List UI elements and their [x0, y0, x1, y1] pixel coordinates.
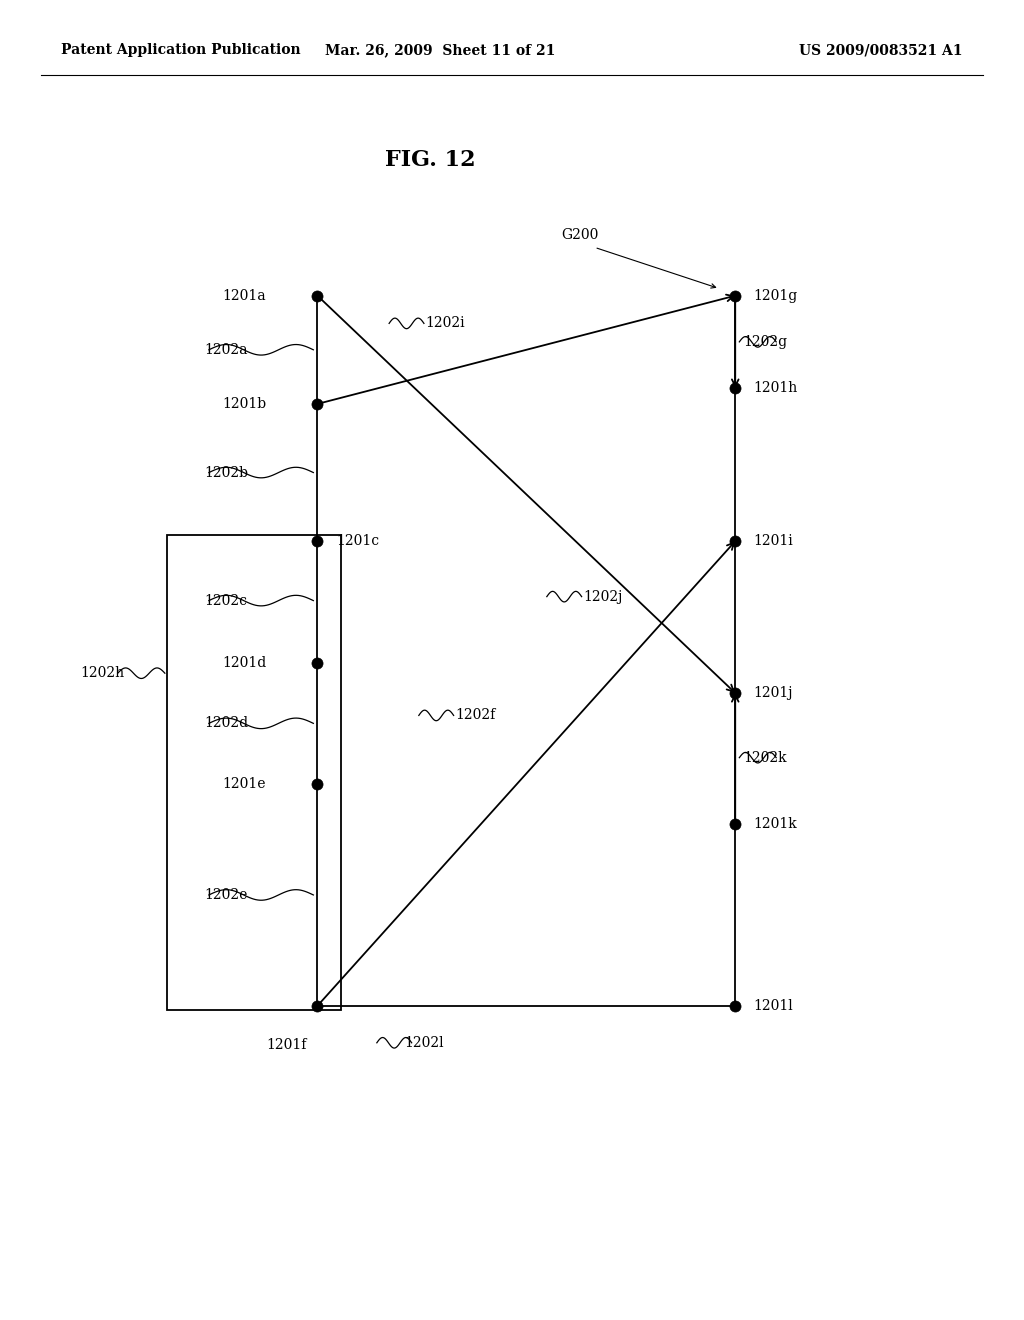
Text: 1202i: 1202i	[425, 317, 465, 330]
Text: 1202k: 1202k	[743, 751, 787, 764]
Text: G200: G200	[561, 228, 598, 242]
Text: 1202g: 1202g	[743, 335, 787, 348]
Text: 1202l: 1202l	[404, 1036, 444, 1049]
Text: 1202b: 1202b	[205, 466, 249, 479]
Text: US 2009/0083521 A1: US 2009/0083521 A1	[799, 44, 963, 57]
Text: 1201h: 1201h	[754, 381, 798, 395]
Text: 1201b: 1201b	[222, 397, 266, 411]
Text: 1202c: 1202c	[205, 594, 248, 607]
Text: 1201f: 1201f	[266, 1039, 307, 1052]
Text: 1201j: 1201j	[754, 686, 794, 700]
Text: 1201k: 1201k	[754, 817, 798, 830]
Text: 1202h: 1202h	[80, 667, 124, 680]
Text: 1201a: 1201a	[222, 289, 266, 302]
Text: 1202d: 1202d	[205, 717, 249, 730]
Text: 1202j: 1202j	[584, 590, 623, 603]
Text: 1201g: 1201g	[754, 289, 798, 302]
Text: 1201l: 1201l	[754, 999, 794, 1012]
Text: 1201d: 1201d	[222, 656, 266, 669]
Text: 1201i: 1201i	[754, 535, 794, 548]
Text: Mar. 26, 2009  Sheet 11 of 21: Mar. 26, 2009 Sheet 11 of 21	[326, 44, 555, 57]
Bar	[167, 535, 341, 1010]
Text: 1202a: 1202a	[205, 343, 248, 356]
Text: 1202e: 1202e	[205, 888, 248, 902]
Text: Patent Application Publication: Patent Application Publication	[61, 44, 301, 57]
Text: 1201c: 1201c	[336, 535, 379, 548]
Text: 1202f: 1202f	[456, 709, 496, 722]
Text: FIG. 12: FIG. 12	[385, 149, 475, 170]
Text: 1201e: 1201e	[223, 777, 266, 791]
